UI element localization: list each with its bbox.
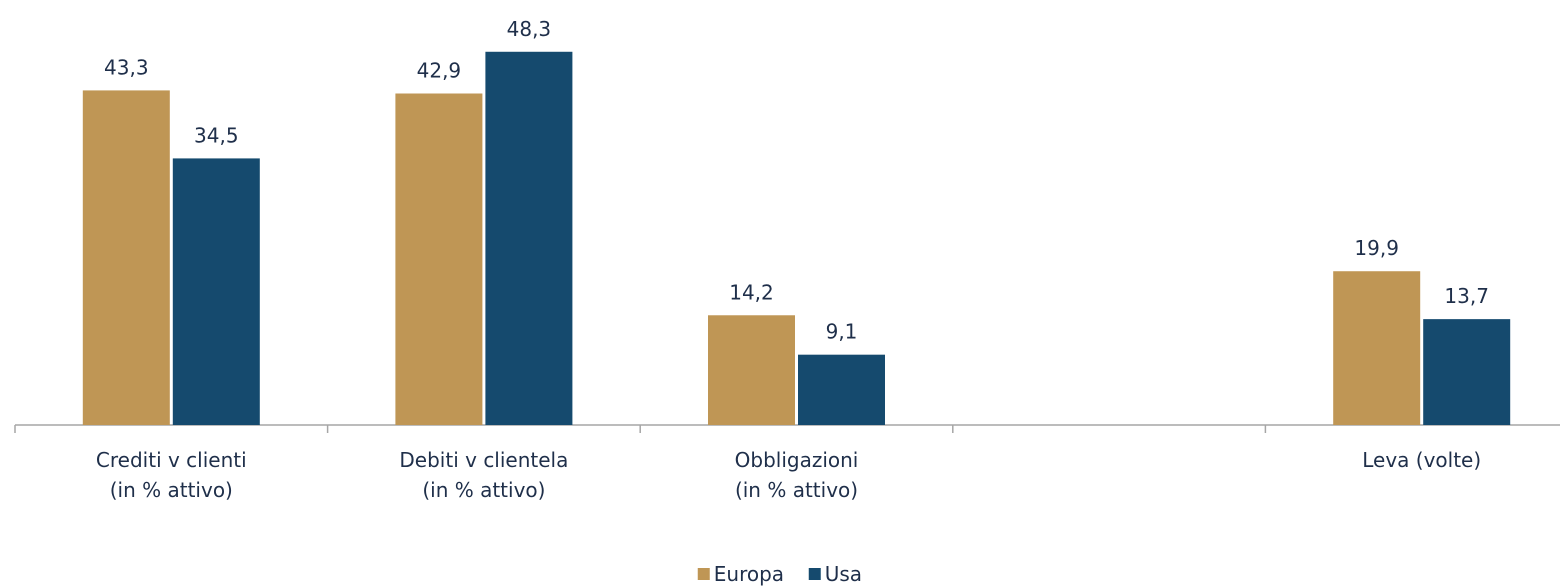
- x-tick-label: Leva (volte): [1362, 448, 1482, 472]
- legend-label: Usa: [825, 562, 862, 586]
- bar: [1333, 271, 1421, 425]
- data-label: 34,5: [194, 123, 239, 147]
- data-label: 9,1: [826, 320, 858, 344]
- x-tick-label: Debiti v clientela (in % attivo): [399, 448, 569, 502]
- legend-swatch: [697, 568, 710, 580]
- x-tick-label: Obbligazioni (in % attivo): [734, 448, 859, 502]
- bar: [1423, 319, 1511, 425]
- legend-swatch: [808, 568, 821, 580]
- data-label: 13,7: [1444, 284, 1489, 308]
- legend-label: Europa: [714, 562, 784, 586]
- data-label: 43,3: [104, 55, 149, 79]
- bar: [172, 158, 260, 425]
- data-label: 42,9: [417, 59, 462, 83]
- data-label: 48,3: [507, 17, 552, 41]
- data-label: 19,9: [1354, 236, 1399, 260]
- x-tick-label: Crediti v clienti (in % attivo): [95, 448, 247, 502]
- bar: [798, 354, 885, 425]
- bar: [82, 90, 170, 425]
- bar: [395, 93, 483, 425]
- bar: [485, 51, 573, 425]
- data-label: 14,2: [729, 280, 774, 304]
- bar: [708, 315, 795, 425]
